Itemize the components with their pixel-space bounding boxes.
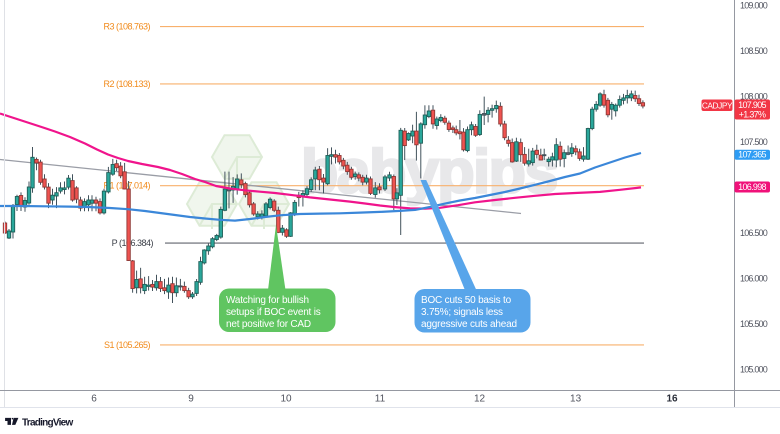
svg-text:3.75%; signals less: 3.75%; signals less — [421, 307, 503, 318]
svg-text:6: 6 — [91, 394, 97, 405]
svg-text:107.365: 107.365 — [738, 150, 766, 160]
svg-text:9: 9 — [188, 394, 194, 405]
svg-text:107.905: 107.905 — [738, 100, 766, 110]
svg-text:12: 12 — [474, 394, 486, 405]
svg-text:106.000: 106.000 — [740, 273, 768, 283]
svg-text:S1 (105.265): S1 (105.265) — [104, 340, 151, 350]
svg-text:R1 (107.014): R1 (107.014) — [103, 181, 150, 191]
svg-text:106.500: 106.500 — [740, 228, 768, 238]
svg-text:108.000: 108.000 — [740, 91, 768, 101]
svg-text:BOC cuts 50 basis to: BOC cuts 50 basis to — [421, 295, 512, 306]
svg-text:11: 11 — [375, 394, 386, 405]
svg-text:R3 (108.763): R3 (108.763) — [103, 22, 150, 32]
svg-text:108.500: 108.500 — [740, 46, 768, 56]
svg-text:TradingView: TradingView — [22, 418, 73, 429]
svg-text:Watching for bullish: Watching for bullish — [226, 295, 309, 306]
svg-text:105.500: 105.500 — [740, 319, 768, 329]
svg-text:R2 (108.133): R2 (108.133) — [103, 79, 150, 89]
svg-text:P (106.384): P (106.384) — [112, 238, 154, 248]
svg-text:CADJPY: CADJPY — [702, 100, 733, 110]
svg-text:net positive for CAD: net positive for CAD — [226, 319, 311, 330]
svg-text:+1.37%: +1.37% — [739, 109, 766, 119]
svg-text:16: 16 — [666, 394, 678, 405]
svg-text:setups if BOC event is: setups if BOC event is — [226, 307, 321, 318]
svg-text:109.000: 109.000 — [740, 0, 768, 10]
svg-text:aggressive cuts ahead: aggressive cuts ahead — [421, 319, 517, 330]
svg-text:105.000: 105.000 — [740, 364, 768, 374]
svg-text:13: 13 — [570, 394, 582, 405]
svg-text:106.998: 106.998 — [738, 182, 766, 192]
svg-text:10: 10 — [280, 394, 292, 405]
svg-text:107.500: 107.500 — [740, 137, 768, 147]
